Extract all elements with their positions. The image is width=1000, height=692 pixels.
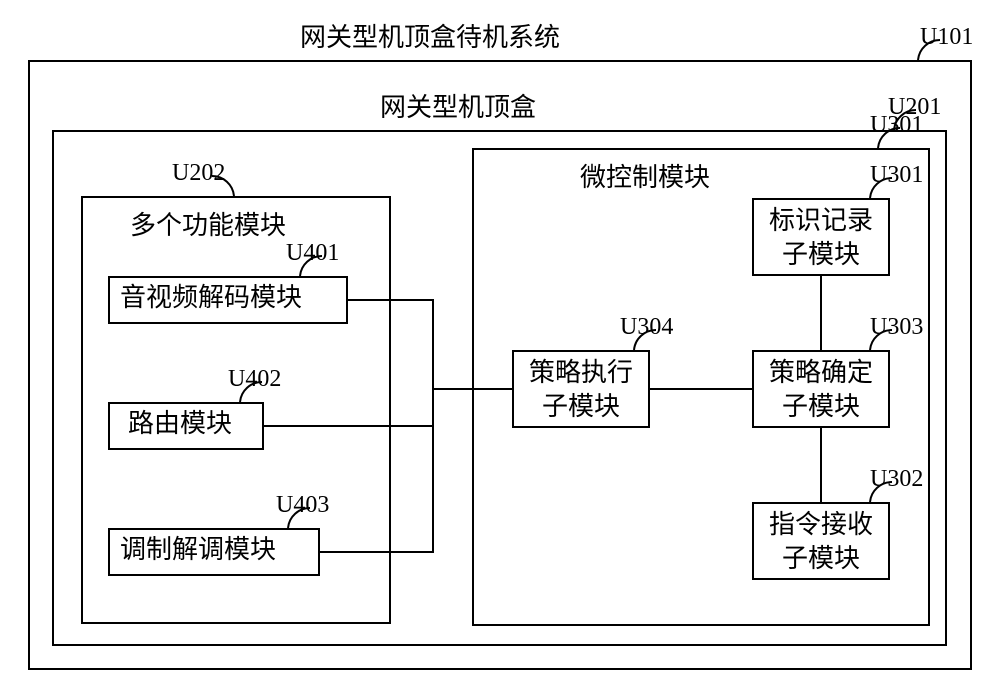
lead-arc (0, 0, 1000, 692)
diagram-canvas: 网关型机顶盒待机系统 U101 网关型机顶盒 U201 U202 多个功能模块 … (0, 0, 1000, 692)
